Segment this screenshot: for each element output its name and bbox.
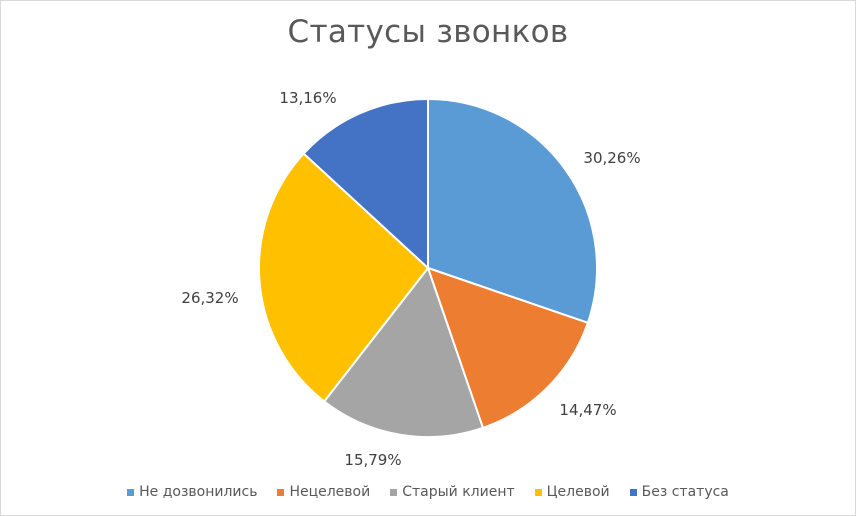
legend-item-stary-klient[interactable]: Старый клиент: [390, 484, 515, 500]
pie-slice-ne-dozvonilis[interactable]: [427, 98, 598, 324]
pie-slices: [258, 98, 598, 438]
pie-slice-stary-klient[interactable]: [323, 267, 484, 438]
legend-item-bez-statusa[interactable]: Без статуса: [629, 484, 729, 500]
legend-label: Целевой: [546, 484, 610, 500]
chart-title: Статусы звонков: [287, 14, 569, 50]
legend-swatch-icon: [390, 488, 398, 496]
legend-swatch-icon: [534, 488, 542, 496]
data-label-stary-klient: 15,79%: [344, 451, 402, 469]
pie-slice-bez-statusa[interactable]: [302, 98, 429, 269]
legend-item-celevoy[interactable]: Целевой: [534, 484, 610, 500]
data-label-ne-dozvonilis: 30,26%: [583, 149, 641, 167]
legend-label: Нецелевой: [289, 484, 371, 500]
data-label-necelevoy: 14,47%: [559, 401, 617, 419]
legend-swatch-icon: [629, 488, 637, 496]
legend-swatch-icon: [277, 488, 285, 496]
legend-item-necelevoy[interactable]: Нецелевой: [277, 484, 370, 500]
legend-label: Старый клиент: [402, 484, 515, 500]
pie-slice-celevoy[interactable]: [258, 152, 429, 403]
legend-label: Без статуса: [641, 484, 729, 500]
legend-label: Не дозвонились: [139, 484, 258, 500]
legend-swatch-icon: [127, 488, 135, 496]
legend-item-ne-dozvonilis[interactable]: Не дозвонились: [127, 484, 257, 500]
data-label-celevoy: 26,32%: [181, 289, 239, 307]
data-label-bez-statusa: 13,16%: [279, 89, 337, 107]
pie-slice-necelevoy[interactable]: [427, 267, 589, 429]
chart-legend: Не дозвонились Нецелевой Старый клиент Ц…: [0, 484, 856, 500]
